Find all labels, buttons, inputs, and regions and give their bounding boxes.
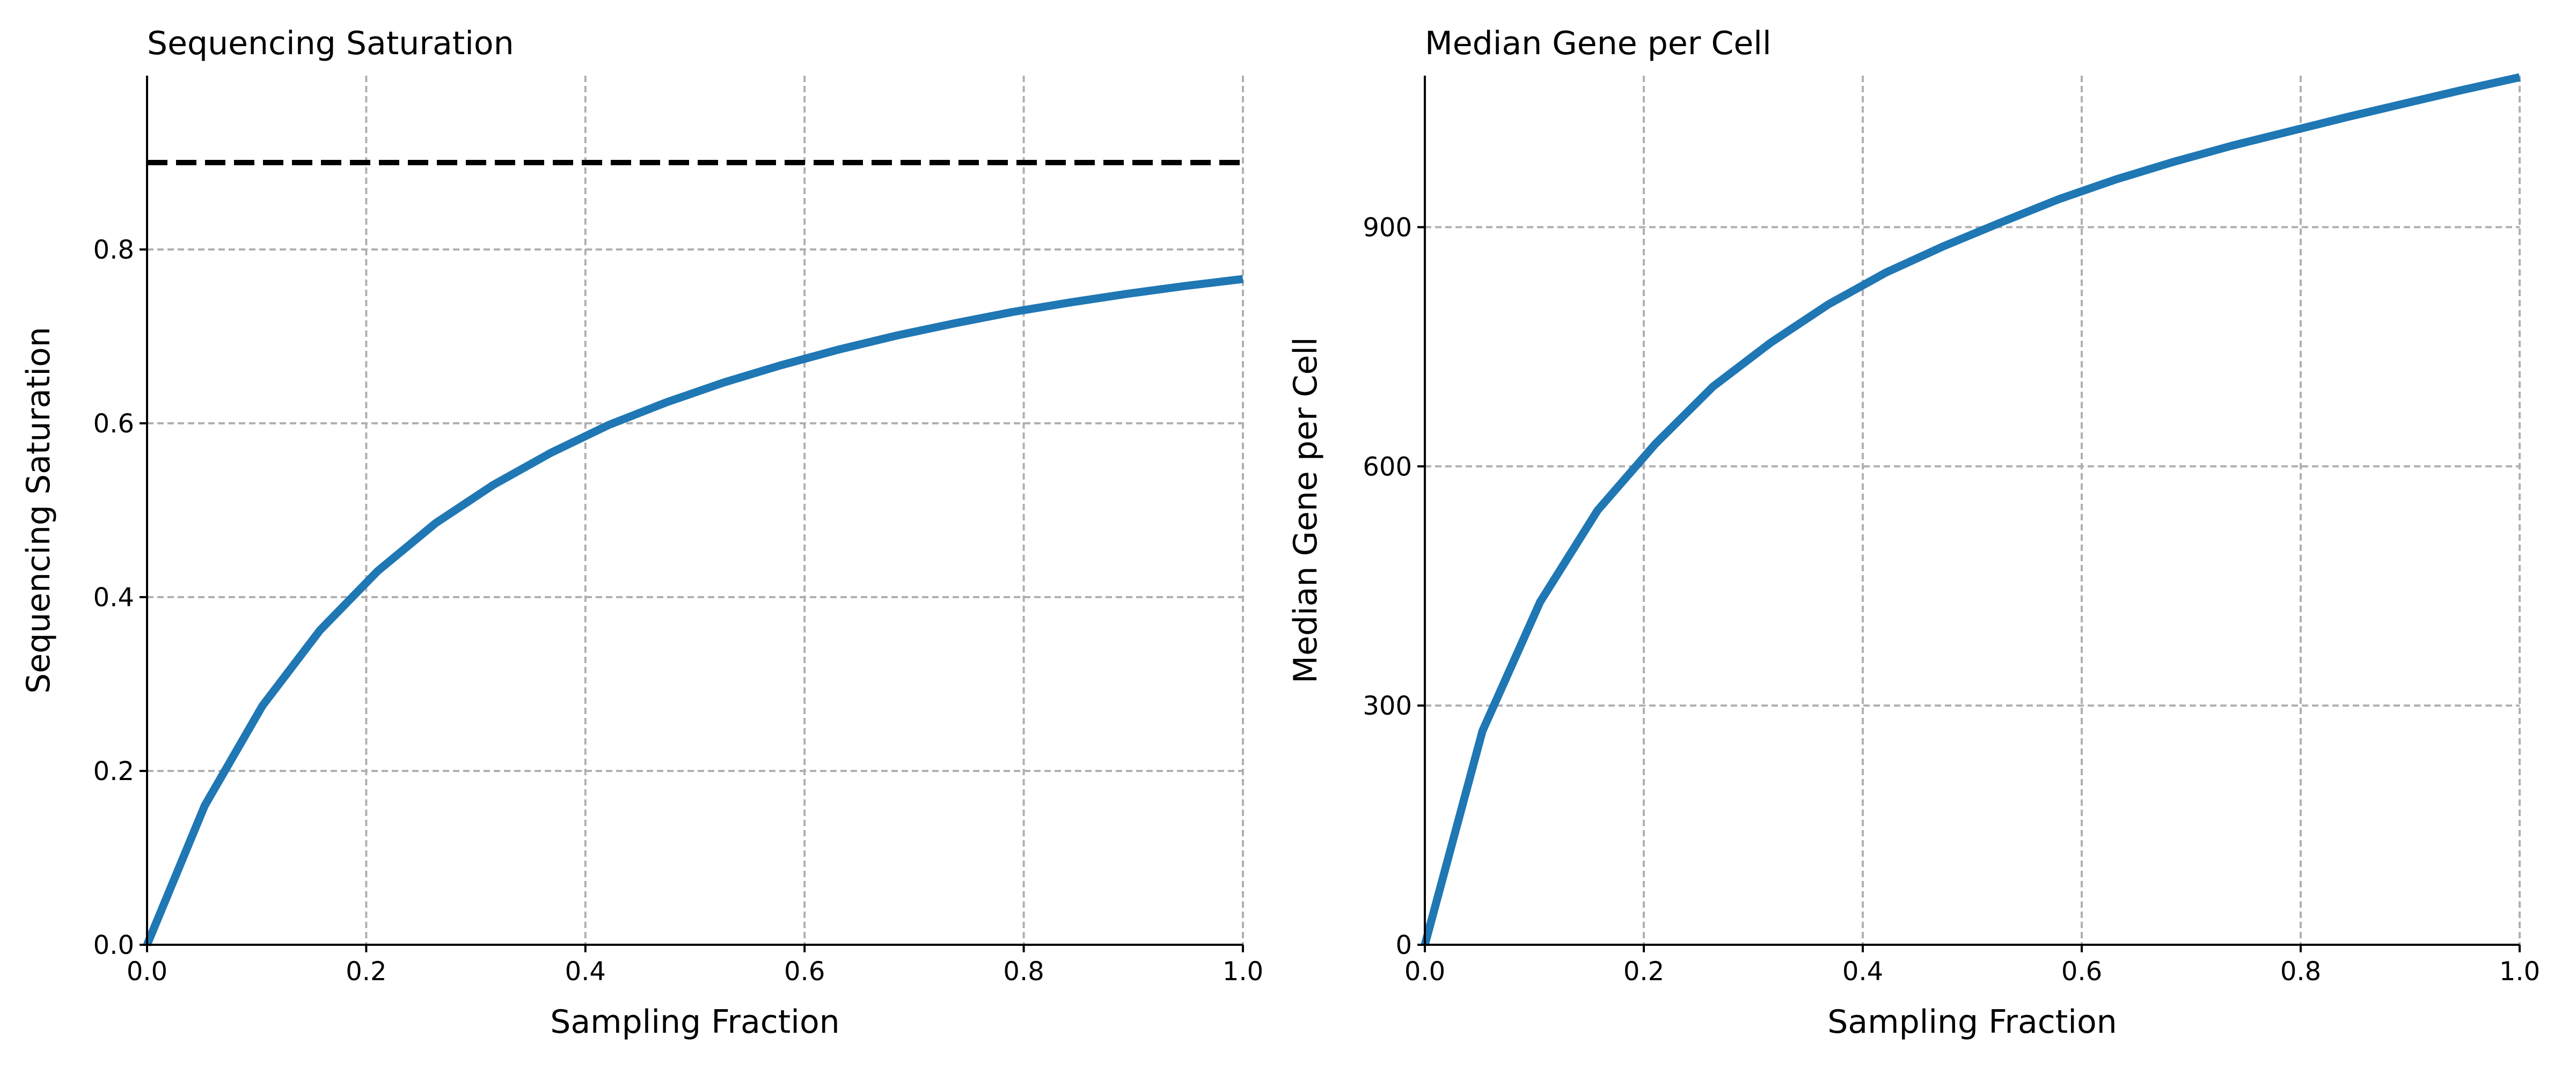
y-tick-label: 0.8 bbox=[93, 235, 134, 265]
y-tick-label: 600 bbox=[1363, 452, 1412, 482]
y-tick-label: 0.2 bbox=[93, 756, 134, 787]
x-tick-label: 0.4 bbox=[1842, 957, 1883, 987]
x-tick-label: 0.4 bbox=[565, 957, 606, 987]
x-tick-label: 0.2 bbox=[346, 957, 386, 987]
x-tick-label: 0.8 bbox=[2280, 957, 2321, 987]
y-tick-label: 900 bbox=[1363, 212, 1412, 242]
x-tick-label: 1.0 bbox=[1223, 957, 1263, 987]
x-tick-label: 0.8 bbox=[1003, 957, 1044, 987]
y-tick-label: 0.0 bbox=[93, 930, 134, 960]
series-line-1 bbox=[1421, 73, 2521, 946]
chart-panel-1: 0.0 0.2 0.4 0.6 0.8 1.0 0.0 0.2 0.4 0.6 0.8 Sequenc… bbox=[20, 25, 1263, 1041]
x-tick-label: 1.0 bbox=[2499, 957, 2540, 987]
x-tick-label: 0.6 bbox=[784, 957, 825, 987]
x-axis-label: Sampling Fraction bbox=[550, 1003, 839, 1041]
y-tick-label: 0 bbox=[1395, 930, 1412, 960]
chart-panel-2: 0.0 0.2 0.4 0.6 0.8 1.0 0 300 600 900 Median Gene … bbox=[1287, 25, 2540, 1041]
x-axis-label: Sampling Fraction bbox=[1827, 1003, 2117, 1041]
x-tick-label: 0.6 bbox=[2061, 957, 2102, 987]
y-axis-label: Median Gene per Cell bbox=[1287, 337, 1324, 684]
chart-title: Sequencing Saturation bbox=[147, 25, 514, 62]
y-tick-label: 0.4 bbox=[93, 583, 134, 613]
x-tick-label: 0.0 bbox=[1404, 957, 1445, 987]
y-axis-label: Sequencing Saturation bbox=[20, 327, 57, 694]
series-line-1 bbox=[143, 275, 1243, 946]
x-tick-label: 0.2 bbox=[1623, 957, 1664, 987]
chart-title: Median Gene per Cell bbox=[1425, 25, 1772, 62]
y-tick-label: 300 bbox=[1363, 691, 1412, 721]
x-tick-label: 0.0 bbox=[127, 957, 167, 987]
y-tick-label: 0.6 bbox=[93, 409, 134, 439]
